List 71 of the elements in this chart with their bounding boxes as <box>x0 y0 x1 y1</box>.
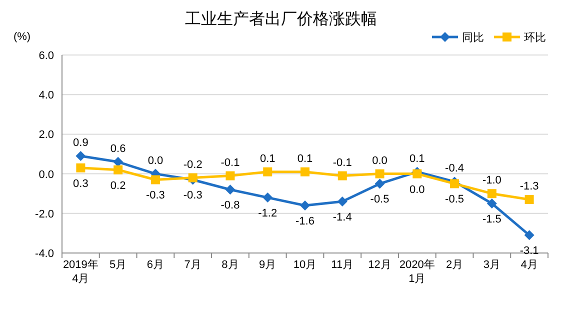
data-label: 0.0 <box>148 154 164 167</box>
y-tick-label: 4.0 <box>38 90 54 102</box>
point <box>374 178 385 189</box>
x-tick-label: 11月 <box>331 259 354 271</box>
x-tick-label: 3月 <box>483 259 500 271</box>
point <box>487 189 496 198</box>
x-tick-label: 8月 <box>222 259 239 271</box>
x-tick-label: 2020年 1月 <box>399 259 435 285</box>
point <box>150 175 160 184</box>
point <box>262 192 273 203</box>
y-tick-label: 2.0 <box>38 129 54 142</box>
point <box>486 198 497 208</box>
point <box>76 163 86 172</box>
point <box>188 173 198 182</box>
point <box>300 200 310 210</box>
point <box>300 167 310 176</box>
point <box>524 195 534 204</box>
data-label: -0.3 <box>146 190 165 202</box>
x-tick-label: 5月 <box>110 259 127 271</box>
point <box>225 184 236 195</box>
data-label: 0.3 <box>73 178 88 190</box>
data-label: -1.3 <box>520 180 539 193</box>
point <box>263 167 272 176</box>
data-label: 0.2 <box>110 180 126 192</box>
data-label: -0.8 <box>220 200 240 212</box>
point <box>375 169 384 178</box>
y-tick-label: -2.0 <box>35 208 54 220</box>
legend-label: 同比 <box>462 31 484 44</box>
y-axis-title: (%) <box>13 31 31 43</box>
data-label: -1.2 <box>258 208 278 220</box>
y-tick-label: 6.0 <box>38 50 54 62</box>
x-tick-label: 2月 <box>446 259 464 271</box>
data-label: -1.6 <box>296 215 314 228</box>
x-tick-label: 10月 <box>293 259 317 271</box>
point <box>76 150 86 161</box>
point <box>114 165 123 174</box>
x-tick-label: 6月 <box>146 259 164 271</box>
data-label: 0.1 <box>297 152 313 165</box>
data-label: -1.0 <box>482 174 502 187</box>
data-label: -0.2 <box>183 158 202 171</box>
data-label: -1.4 <box>332 212 352 224</box>
data-label: -1.5 <box>482 214 502 226</box>
data-label: 0.1 <box>410 152 425 165</box>
data-label: -3.1 <box>520 245 539 258</box>
chart-title: 工业生产者出厂价格涨跌幅 <box>185 10 377 28</box>
data-label: -0.4 <box>445 162 464 175</box>
data-label: -0.5 <box>370 194 390 206</box>
point <box>524 230 534 240</box>
data-label: -0.1 <box>220 156 240 169</box>
point <box>226 171 235 180</box>
data-label: 0.9 <box>73 136 88 149</box>
data-label: 0.6 <box>110 142 126 155</box>
y-tick-label: -4.0 <box>35 248 54 260</box>
legend-label: 环比 <box>524 31 546 44</box>
x-tick-label: 7月 <box>184 259 202 271</box>
data-label: 0.1 <box>260 152 276 165</box>
x-tick-label: 9月 <box>259 259 276 271</box>
data-label: 0.0 <box>410 184 425 196</box>
data-label: 0.0 <box>372 154 388 167</box>
point <box>338 171 347 180</box>
point <box>113 156 124 167</box>
x-tick-label: 2019年 4月 <box>62 259 98 285</box>
data-label: -0.3 <box>183 190 202 202</box>
x-tick-label: 4月 <box>520 259 538 271</box>
y-tick-label: 0.0 <box>38 168 54 181</box>
point <box>412 169 422 178</box>
point <box>337 196 348 207</box>
x-tick-label: 12月 <box>368 259 392 271</box>
point <box>450 179 460 188</box>
data-label: -0.5 <box>445 194 464 206</box>
data-label: -0.1 <box>332 156 352 169</box>
